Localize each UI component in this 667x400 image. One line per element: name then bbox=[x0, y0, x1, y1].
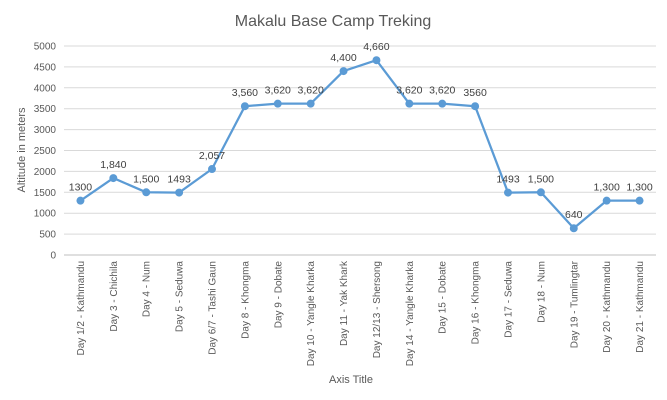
data-label: 1,300 bbox=[594, 182, 620, 194]
data-label: 3560 bbox=[463, 87, 487, 99]
data-point bbox=[240, 102, 249, 111]
x-tick-label: Day 19 - Tumlingtar bbox=[569, 260, 580, 348]
data-label: 1,500 bbox=[528, 173, 554, 185]
x-tick-label: Day 1/2 - Kathmandu bbox=[76, 261, 87, 356]
series-altitude bbox=[79, 59, 640, 230]
y-tick-label: 500 bbox=[39, 230, 56, 241]
x-tick-label: Day 4 - Num bbox=[142, 261, 153, 317]
y-tick-label: 1000 bbox=[34, 209, 57, 220]
y-tick-label: 4500 bbox=[34, 62, 57, 73]
data-label: 3,620 bbox=[396, 85, 422, 97]
x-tick-label: Day 9 - Dobate bbox=[273, 261, 284, 329]
data-point bbox=[175, 188, 184, 197]
data-label: 1300 bbox=[69, 182, 93, 194]
data-point bbox=[536, 188, 545, 197]
x-tick-label: Day 20 - Kathmandu bbox=[602, 261, 613, 353]
y-tick-label: 4000 bbox=[34, 83, 57, 94]
x-axis-title: Axis Title bbox=[329, 374, 373, 386]
x-tick-label: Day 21 - Kathmandu bbox=[635, 261, 646, 353]
data-point bbox=[339, 67, 348, 76]
data-labels: 1300 1,840 1,500 1493 2,057 3,560 3,620 3,620 4,… bbox=[69, 41, 653, 221]
x-tick-label: Day 11 - Yak Khark bbox=[339, 260, 350, 346]
y-tick-label: 1500 bbox=[34, 188, 57, 199]
y-tick-label: 2500 bbox=[34, 146, 57, 157]
data-label: 2,057 bbox=[199, 150, 225, 162]
data-point bbox=[208, 165, 216, 174]
data-label: 3,560 bbox=[232, 87, 258, 99]
data-point bbox=[273, 99, 282, 108]
data-point bbox=[372, 56, 381, 65]
data-point bbox=[306, 99, 315, 108]
series-line bbox=[79, 59, 640, 230]
y-tick-label: 5000 bbox=[34, 42, 57, 53]
y-tick-label: 3000 bbox=[34, 125, 57, 136]
data-label: 4,400 bbox=[330, 52, 356, 64]
x-tick-label: Day 10 - Yangle Kharka bbox=[306, 261, 317, 367]
data-point bbox=[76, 196, 85, 205]
y-axis-title: Altitude in meters bbox=[16, 107, 28, 192]
data-point bbox=[438, 99, 447, 108]
data-label: 1,300 bbox=[626, 182, 652, 194]
x-tick-label: Day 17 - Seduwa bbox=[504, 261, 515, 338]
x-tick-label: Day 3 - Chichila bbox=[109, 261, 120, 332]
x-tick-label: Day 15 - Dobate bbox=[438, 261, 449, 334]
y-tick-label: 0 bbox=[50, 251, 56, 262]
data-point bbox=[142, 188, 151, 197]
x-tick-label: Day 6/7 - Tashi Gaun bbox=[208, 261, 219, 355]
x-tick-label: Day 16 - Khongma bbox=[471, 261, 482, 345]
data-label: 3,620 bbox=[429, 85, 455, 97]
y-tick-label: 2000 bbox=[34, 167, 57, 178]
x-axis-ticks: Day 1/2 - Kathmandu Day 3 - Chichila Day 4… bbox=[76, 260, 646, 366]
data-point bbox=[504, 188, 512, 197]
x-tick-label: Day 5 - Seduwa bbox=[175, 261, 186, 333]
x-tick-label: Day 8 - Khongma bbox=[240, 261, 251, 339]
chart-title: Makalu Base Camp Treking bbox=[235, 13, 432, 30]
data-points bbox=[76, 56, 644, 233]
data-label: 640 bbox=[565, 209, 583, 221]
data-point bbox=[405, 99, 414, 108]
y-tick-label: 3500 bbox=[34, 104, 57, 115]
data-label: 1,840 bbox=[100, 159, 126, 171]
data-point bbox=[569, 224, 578, 233]
x-tick-label: Day 14 - Yangle Kharka bbox=[405, 261, 416, 367]
data-point bbox=[471, 102, 480, 111]
data-label: 1493 bbox=[167, 174, 191, 186]
data-label: 1,500 bbox=[133, 173, 159, 185]
y-axis-ticks: 0 500 1000 1500 2000 2500 3000 3500 4000 4500 5000 bbox=[34, 42, 57, 262]
data-label: 4,660 bbox=[363, 41, 389, 53]
data-point bbox=[635, 196, 644, 205]
data-label: 1493 bbox=[496, 174, 520, 186]
data-point bbox=[109, 174, 118, 183]
x-tick-label: Day 18 - Num bbox=[536, 261, 547, 323]
data-point bbox=[602, 196, 611, 205]
data-label: 3,620 bbox=[298, 85, 324, 97]
gridlines bbox=[64, 45, 656, 256]
x-tick-label: Day 12/13 - Shersong bbox=[372, 261, 383, 358]
data-label: 3,620 bbox=[265, 85, 291, 97]
